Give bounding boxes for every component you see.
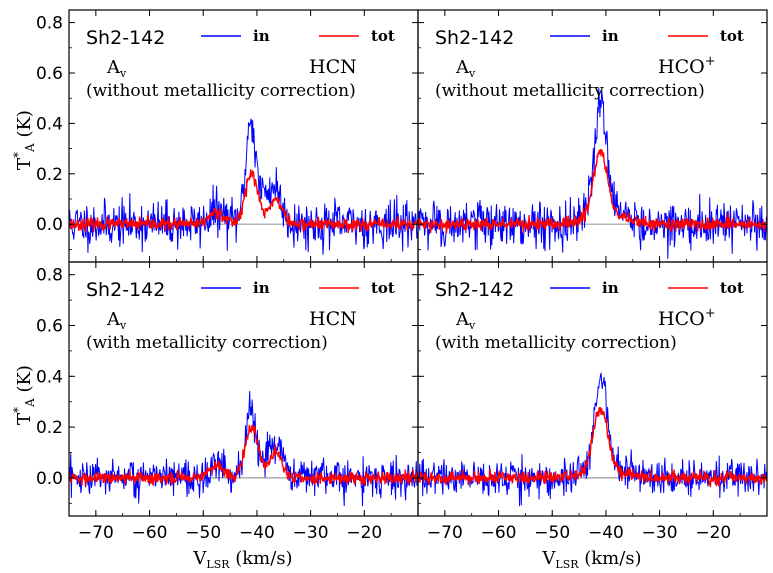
series-tot-line — [69, 169, 418, 234]
legend: in tot — [550, 279, 744, 297]
legend-tot-label: tot — [720, 279, 744, 297]
y-tick-label: 0.2 — [36, 418, 63, 438]
y-tick-label: 0.8 — [36, 14, 63, 34]
legend: in tot — [550, 27, 744, 45]
av-label: Av — [455, 57, 476, 80]
series-tot-line — [69, 424, 418, 486]
av-label: Av — [106, 57, 127, 80]
x-tick-label: −30 — [642, 523, 678, 543]
molecule-label: HCO+ — [658, 306, 716, 330]
x-tick-label: −50 — [534, 523, 570, 543]
x-tick-label: −40 — [239, 523, 275, 543]
source-label: Sh2-142 — [86, 279, 165, 301]
series-tot-line — [418, 148, 767, 234]
legend-tot-label: tot — [720, 27, 744, 45]
x-tick-label: −20 — [346, 523, 382, 543]
legend-in-label: in — [602, 279, 619, 297]
legend-in-label: in — [602, 27, 619, 45]
panel-frame — [417, 261, 768, 517]
y-tick-label: 0.8 — [36, 266, 63, 286]
y-tick-label: 0.4 — [36, 114, 63, 134]
molecule-label: HCN — [309, 308, 357, 330]
correction-note: (without metallicity correction) — [435, 81, 705, 101]
y-tick-label: 0.2 — [36, 165, 63, 185]
series-in-line — [69, 391, 418, 507]
av-label: Av — [455, 309, 476, 332]
x-tick-label: −50 — [185, 523, 221, 543]
panel-3: −70 −60 −50 −40 −30 −20 Sh2-142 Av HCO+ (with met… — [417, 261, 768, 543]
series-in-line — [418, 87, 767, 259]
legend-in-label: in — [253, 27, 270, 45]
panel-0: 0.0 0.2 0.4 0.6 0.8 Sh2-142 Av HCN (without meta… — [36, 9, 419, 263]
y-tick-label: 0.6 — [36, 317, 63, 337]
legend-tot-label: tot — [371, 279, 395, 297]
source-label: Sh2-142 — [86, 27, 165, 49]
y-tick-label: 0.0 — [36, 215, 63, 235]
x-tick-label: −60 — [132, 523, 168, 543]
panel-2: 0.0 0.2 0.4 0.6 0.8 −70 −60 −50 −40 −30 −20 Sh2-142… — [36, 261, 419, 543]
correction-note: (with metallicity correction) — [86, 333, 328, 353]
x-tick-label: −20 — [695, 523, 731, 543]
legend: in tot — [201, 27, 395, 45]
correction-note: (with metallicity correction) — [435, 333, 677, 353]
legend: in tot — [201, 279, 395, 297]
x-tick-label: −70 — [427, 523, 463, 543]
source-label: Sh2-142 — [435, 27, 514, 49]
y-axis-label-bottom: T*A (K) — [11, 365, 37, 425]
x-tick-label: −40 — [588, 523, 624, 543]
legend-tot-label: tot — [371, 27, 395, 45]
molecule-label: HCN — [309, 56, 357, 78]
series-tot-line — [418, 407, 767, 488]
molecule-label: HCO+ — [658, 54, 716, 78]
correction-note: (without metallicity correction) — [86, 81, 356, 101]
x-tick-label: −60 — [481, 523, 517, 543]
x-tick-label: −30 — [293, 523, 329, 543]
y-tick-label: 0.4 — [36, 367, 63, 387]
series-in-line — [69, 118, 418, 255]
source-label: Sh2-142 — [435, 279, 514, 301]
y-tick-label: 0.6 — [36, 64, 63, 84]
y-tick-label: 0.0 — [36, 469, 63, 489]
av-label: Av — [106, 309, 127, 332]
legend-in-label: in — [253, 279, 270, 297]
x-axis-label-left: VLSR (km/s) — [192, 548, 292, 571]
panel-1: Sh2-142 Av HCO+ (without metallicity correc… — [417, 9, 768, 263]
y-axis-label-top: T*A (K) — [11, 110, 37, 170]
x-tick-label: −70 — [78, 523, 114, 543]
x-axis-label-right: VLSR (km/s) — [541, 548, 641, 571]
